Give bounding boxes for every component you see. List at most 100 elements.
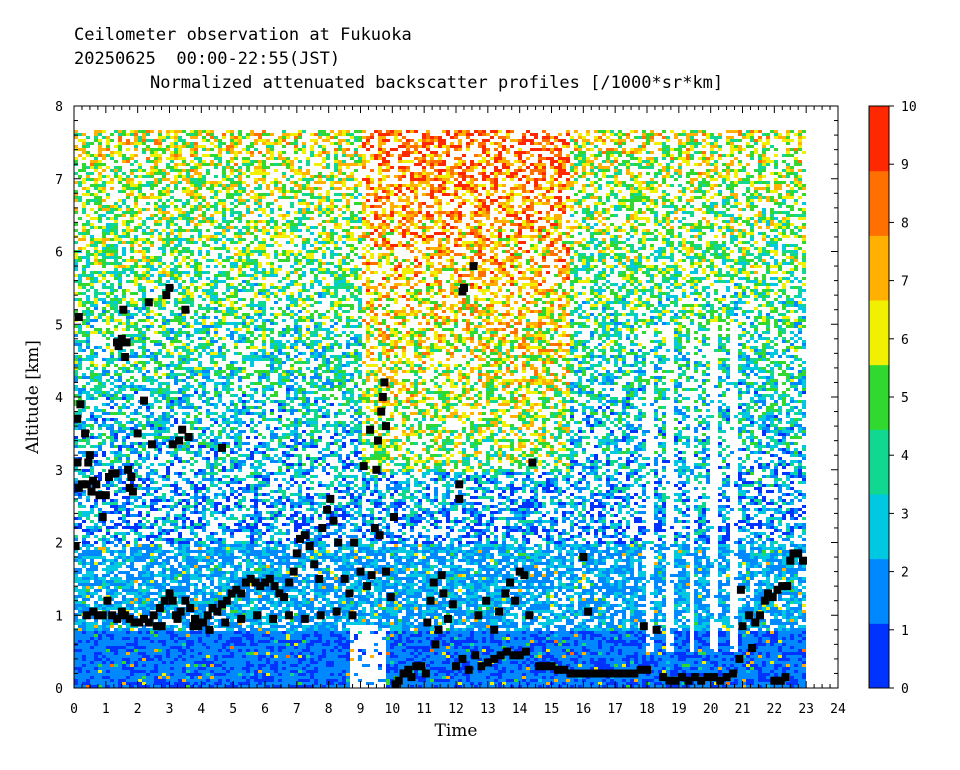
backscatter-cell [266, 214, 270, 217]
backscatter-cell [318, 268, 322, 271]
backscatter-cell [614, 166, 618, 169]
backscatter-cell [478, 214, 482, 217]
backscatter-cell [198, 274, 202, 277]
backscatter-cell [142, 208, 146, 211]
backscatter-cell [370, 253, 374, 256]
backscatter-cell [362, 202, 366, 205]
backscatter-cell [462, 199, 466, 202]
backscatter-cell [686, 256, 690, 259]
backscatter-cell [166, 166, 170, 169]
backscatter-cell [710, 241, 714, 244]
backscatter-cell [682, 238, 686, 241]
backscatter-cell [166, 145, 170, 148]
backscatter-cell [638, 238, 642, 241]
backscatter-cell [622, 139, 626, 142]
backscatter-cell [390, 211, 394, 214]
backscatter-cell [194, 130, 198, 133]
backscatter-cell [430, 238, 434, 241]
backscatter-cell [78, 217, 82, 220]
backscatter-cell [486, 151, 490, 154]
backscatter-cell [154, 196, 158, 199]
backscatter-cell [358, 160, 362, 163]
backscatter-cell [578, 259, 582, 262]
backscatter-cell [594, 196, 598, 199]
backscatter-cell [614, 226, 618, 229]
backscatter-cell [766, 268, 770, 271]
backscatter-cell [758, 226, 762, 229]
backscatter-cell [690, 148, 694, 151]
backscatter-cell [522, 160, 526, 163]
backscatter-cell [382, 175, 386, 178]
backscatter-cell [678, 169, 682, 172]
backscatter-cell [122, 235, 126, 238]
backscatter-cell [750, 208, 754, 211]
backscatter-cell [766, 139, 770, 142]
backscatter-cell [770, 190, 774, 193]
backscatter-cell [74, 256, 78, 259]
backscatter-cell [522, 226, 526, 229]
backscatter-cell [526, 151, 530, 154]
backscatter-cell [278, 244, 282, 247]
backscatter-cell [586, 148, 590, 151]
backscatter-cell [338, 214, 342, 217]
backscatter-cell [122, 265, 126, 268]
backscatter-cell [618, 229, 622, 232]
backscatter-cell [114, 235, 118, 238]
backscatter-cell [294, 157, 298, 160]
backscatter-cell [650, 163, 654, 166]
backscatter-cell [762, 175, 766, 178]
backscatter-cell [358, 241, 362, 244]
backscatter-cell [114, 262, 118, 265]
backscatter-cell [586, 205, 590, 208]
backscatter-cell [390, 220, 394, 223]
backscatter-cell [550, 148, 554, 151]
backscatter-cell [174, 145, 178, 148]
backscatter-cell [690, 178, 694, 181]
backscatter-cell [194, 166, 198, 169]
backscatter-cell [222, 211, 226, 214]
backscatter-cell [250, 130, 254, 133]
backscatter-cell [758, 166, 762, 169]
backscatter-cell [734, 235, 738, 238]
backscatter-cell [262, 172, 266, 175]
backscatter-cell [670, 205, 674, 208]
backscatter-cell [658, 184, 662, 187]
backscatter-cell [370, 211, 374, 214]
backscatter-cell [538, 226, 542, 229]
backscatter-cell [82, 247, 86, 250]
backscatter-cell [318, 262, 322, 265]
backscatter-cell [458, 160, 462, 163]
backscatter-cell [722, 163, 726, 166]
backscatter-cell [618, 133, 622, 136]
backscatter-cell [594, 232, 598, 235]
backscatter-cell [398, 199, 402, 202]
backscatter-cell [682, 226, 686, 229]
backscatter-cell [350, 220, 354, 223]
backscatter-cell [374, 193, 378, 196]
backscatter-cell [194, 169, 198, 172]
backscatter-cell [446, 145, 450, 148]
backscatter-cell [166, 244, 170, 247]
backscatter-cell [662, 238, 666, 241]
backscatter-cell [674, 262, 678, 265]
backscatter-cell [154, 139, 158, 142]
backscatter-cell [298, 130, 302, 133]
backscatter-cell [106, 232, 110, 235]
backscatter-cell [382, 214, 386, 217]
backscatter-cell [286, 277, 290, 280]
backscatter-cell [666, 211, 670, 214]
backscatter-cell [730, 151, 734, 154]
backscatter-cell [350, 238, 354, 241]
backscatter-cell [402, 160, 406, 163]
backscatter-cell [126, 265, 130, 268]
backscatter-cell [166, 130, 170, 133]
backscatter-cell [598, 154, 602, 157]
backscatter-cell [562, 166, 566, 169]
backscatter-cell [458, 232, 462, 235]
backscatter-cell [414, 172, 418, 175]
backscatter-cell [714, 211, 718, 214]
backscatter-cell [626, 265, 630, 268]
backscatter-cell [206, 130, 210, 133]
backscatter-cell [258, 136, 262, 139]
backscatter-cell [162, 202, 166, 205]
